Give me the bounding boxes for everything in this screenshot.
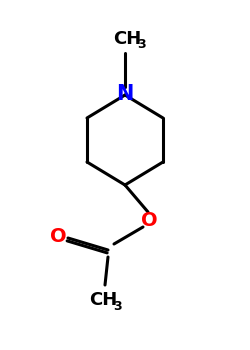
Text: O: O [50,226,66,245]
Text: 3: 3 [137,38,145,51]
Text: CH: CH [89,291,117,309]
Text: O: O [141,210,157,230]
Text: 3: 3 [113,300,121,313]
Text: N: N [116,84,134,104]
Text: CH: CH [113,30,141,48]
